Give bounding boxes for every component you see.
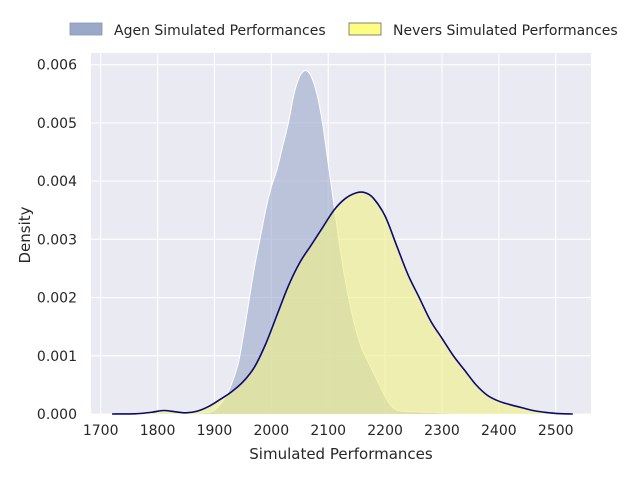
y-tick-label: 0.001 xyxy=(37,349,77,365)
density-area-nevers xyxy=(112,192,573,414)
x-tick-label: 2400 xyxy=(481,423,517,439)
y-tick-label: 0.006 xyxy=(37,58,77,74)
density-line-nevers xyxy=(112,191,573,415)
x-tick-label: 2500 xyxy=(538,423,574,439)
y-tick-label: 0.005 xyxy=(37,116,77,132)
y-tick-label: 0.003 xyxy=(37,232,77,248)
y-axis-label: Density xyxy=(16,206,34,263)
x-tick-label: 2100 xyxy=(310,423,346,439)
legend: Agen Simulated Performances Nevers Simul… xyxy=(69,22,618,39)
legend-swatch-agen xyxy=(69,22,103,36)
x-axis-label: Simulated Performances xyxy=(249,445,433,463)
x-tick-label: 1800 xyxy=(140,423,176,439)
legend-label-agen: Agen Simulated Performances xyxy=(114,23,326,39)
y-tick-label: 0.004 xyxy=(37,174,77,190)
x-tick-label: 2200 xyxy=(367,423,403,439)
x-tick-label: 1900 xyxy=(197,423,233,439)
y-tick-label: 0.000 xyxy=(37,407,77,423)
x-tick-label: 1700 xyxy=(83,423,119,439)
legend-label-nevers: Nevers Simulated Performances xyxy=(393,23,618,39)
legend-swatch-nevers xyxy=(348,22,382,36)
y-tick-labels: 0.000 0.001 0.002 0.003 0.004 0.005 0.006 xyxy=(37,58,77,423)
density-areas xyxy=(112,69,573,415)
x-tick-labels: 1700 1800 1900 2000 2100 2200 2300 2400 2500 xyxy=(83,423,574,439)
x-tick-label: 2300 xyxy=(424,423,460,439)
y-tick-label: 0.002 xyxy=(37,291,77,307)
x-tick-label: 2000 xyxy=(253,423,289,439)
